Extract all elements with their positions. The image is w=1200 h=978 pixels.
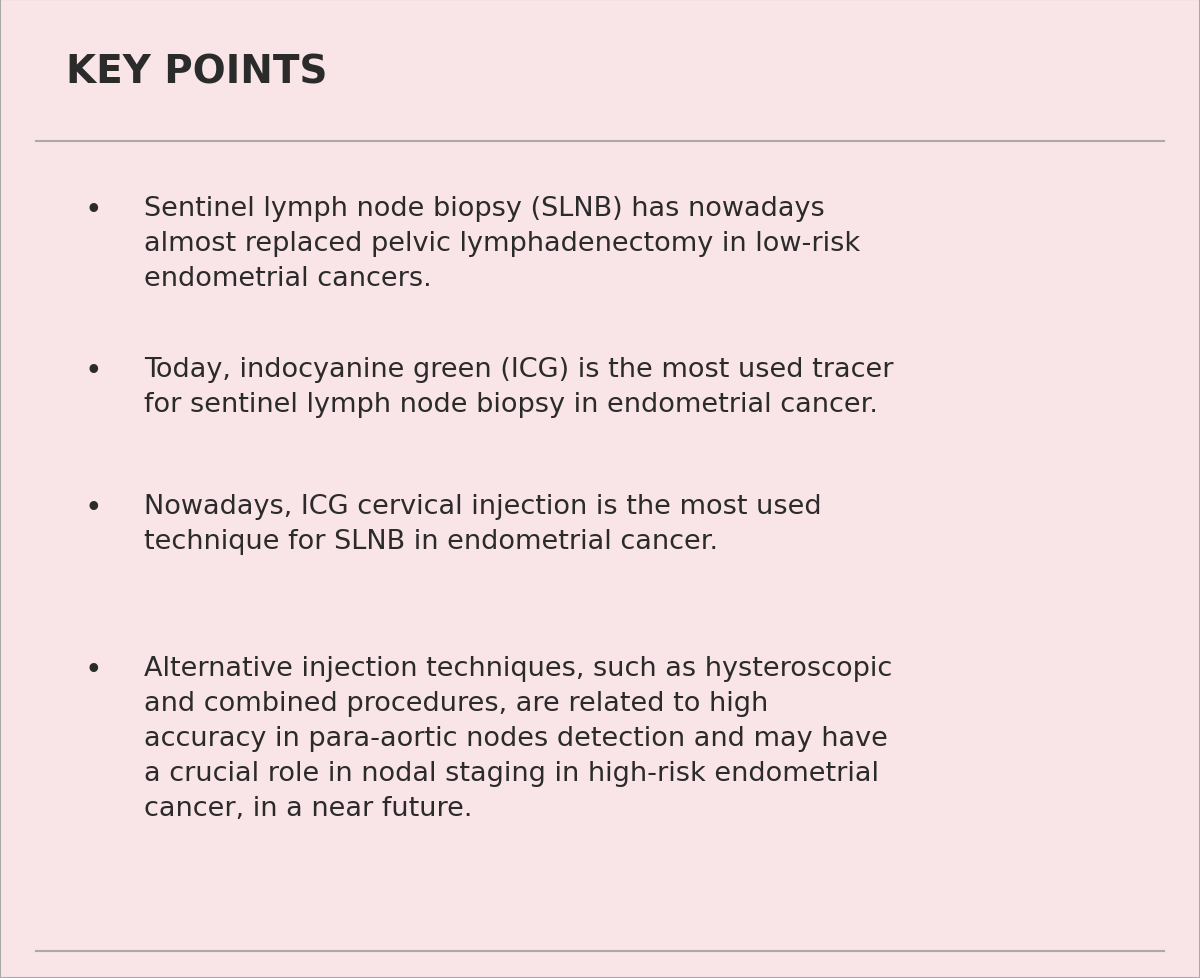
- Text: •: •: [84, 494, 102, 523]
- Text: Alternative injection techniques, such as hysteroscopic
and combined procedures,: Alternative injection techniques, such a…: [144, 655, 893, 822]
- Text: Today, indocyanine green (ICG) is the most used tracer
for sentinel lymph node b: Today, indocyanine green (ICG) is the mo…: [144, 357, 894, 418]
- Text: •: •: [84, 196, 102, 225]
- Text: •: •: [84, 357, 102, 386]
- Text: Nowadays, ICG cervical injection is the most used
technique for SLNB in endometr: Nowadays, ICG cervical injection is the …: [144, 494, 822, 555]
- Text: KEY POINTS: KEY POINTS: [66, 54, 328, 92]
- Text: •: •: [84, 655, 102, 685]
- Text: Sentinel lymph node biopsy (SLNB) has nowadays
almost replaced pelvic lymphadene: Sentinel lymph node biopsy (SLNB) has no…: [144, 196, 860, 291]
